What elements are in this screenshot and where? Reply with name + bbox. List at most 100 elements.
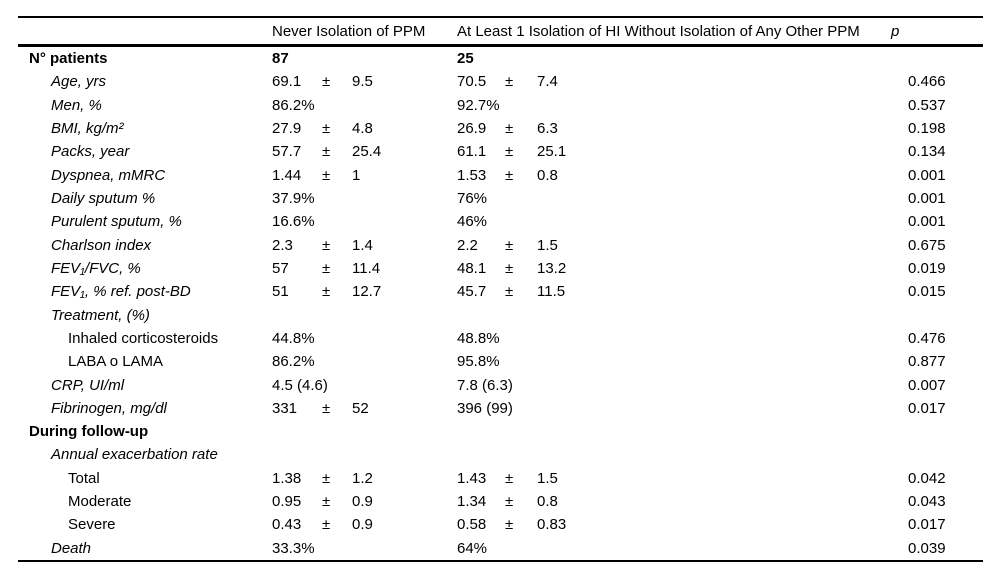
group1-value-cell: 86.2% xyxy=(272,97,457,114)
row-label: Inhaled corticosteroids xyxy=(68,329,219,347)
table-row: Men, % 86.2% 92.7% 0.537 xyxy=(18,94,983,117)
group2-value-cell: 1.43 ± 1.5 xyxy=(457,470,908,487)
row-label: CRP, UI/ml xyxy=(51,376,125,394)
plus-minus-sign: ± xyxy=(505,143,514,161)
group2-sd-value: 1.5 xyxy=(537,236,558,254)
group1-value-cell: 57.7 ± 25.4 xyxy=(272,143,457,160)
plus-minus-sign xyxy=(505,400,537,417)
row-label: Annual exacerbation rate xyxy=(51,446,218,464)
column-header-at-least-1-isolation: At Least 1 Isolation of HI Without Isola… xyxy=(457,22,860,40)
p-value: 0.476 xyxy=(908,329,946,347)
group2-value-cell: 26.9 ± 6.3 xyxy=(457,120,908,137)
table-header-rule xyxy=(18,44,983,47)
plus-minus-sign xyxy=(322,377,352,394)
group2-value: 48.1 xyxy=(457,259,487,277)
group1-sd-value: 1.4 xyxy=(352,236,373,254)
group2-value-cell: 1.34 ± 0.8 xyxy=(457,493,908,510)
plus-minus-sign: ± xyxy=(322,236,331,254)
group1-value-cell: 1.44 ± 1 xyxy=(272,167,457,184)
group1-sd-value: 0.9 xyxy=(352,493,373,511)
group2-value-cell: 45.7 ± 11.5 xyxy=(457,283,908,300)
group2-value: 396 (99) xyxy=(457,399,513,417)
group2-sd-value: 0.8 xyxy=(537,166,558,184)
group1-value: 0.43 xyxy=(272,516,302,534)
paper-table: Never Isolation of PPM At Least 1 Isolat… xyxy=(18,16,983,562)
table-row: CRP, UI/ml 4.5 (4.6) 7.8 (6.3) 0.007 xyxy=(18,373,983,396)
row-label: During follow-up xyxy=(29,423,149,441)
group1-value: 33.3% xyxy=(272,539,315,557)
group1-value: 1.44 xyxy=(272,166,302,184)
group1-sd-value: 1 xyxy=(352,166,361,184)
group1-value: 44.8% xyxy=(272,329,315,347)
table-row: BMI, kg/m² 27.9 ± 4.8 26.9 ± 6.3 0.198 xyxy=(18,117,983,140)
plus-minus-sign: ± xyxy=(505,516,514,534)
plus-minus-sign: ± xyxy=(322,73,331,91)
row-label: N° patients xyxy=(29,50,108,68)
group1-value: 69.1 xyxy=(272,73,302,91)
row-label: Fibrinogen, mg/dl xyxy=(51,399,167,417)
group2-value: 76% xyxy=(457,190,488,208)
group1-sd-value: 1.2 xyxy=(352,469,373,487)
group2-value-cell: 396 (99) xyxy=(457,400,908,417)
table-row: Death 33.3% 64% 0.039 xyxy=(18,537,983,560)
row-label: Age, yrs xyxy=(51,73,107,91)
plus-minus-sign xyxy=(322,213,352,230)
group1-value: 27.9 xyxy=(272,120,302,138)
table-row: Severe 0.43 ± 0.9 0.58 ± 0.83 0.017 xyxy=(18,513,983,536)
table-row: Charlson index 2.3 ± 1.4 2.2 ± 1.5 0.675 xyxy=(18,234,983,257)
group1-value: 1.38 xyxy=(272,469,302,487)
plus-minus-sign xyxy=(322,97,352,114)
group2-value-cell: 2.2 ± 1.5 xyxy=(457,237,908,254)
group2-value-cell: 7.8 (6.3) xyxy=(457,377,908,394)
p-value: 0.001 xyxy=(908,190,946,208)
p-value: 0.675 xyxy=(908,236,946,254)
group2-value-cell: 70.5 ± 7.4 xyxy=(457,73,908,90)
group2-value: 45.7 xyxy=(457,283,487,301)
group1-value: 86.2% xyxy=(272,96,315,114)
group1-value-cell: 51 ± 12.7 xyxy=(272,283,457,300)
table-row: Purulent sputum, % 16.6% 46% 0.001 xyxy=(18,210,983,233)
group1-value-cell: 27.9 ± 4.8 xyxy=(272,120,457,137)
row-label: Death xyxy=(51,539,92,557)
group1-value: 16.6% xyxy=(272,213,315,231)
group2-value-cell: 64% xyxy=(457,540,908,557)
table-row: Total 1.38 ± 1.2 1.43 ± 1.5 0.042 xyxy=(18,467,983,490)
plus-minus-sign xyxy=(505,540,537,557)
p-value: 0.039 xyxy=(908,539,946,557)
table-body: N° patients 87 25 Age, yrs 69.1 ± 9.5 70… xyxy=(18,47,983,560)
group2-value: 1.34 xyxy=(457,493,487,511)
table-header-row: Never Isolation of PPM At Least 1 Isolat… xyxy=(18,18,983,44)
row-label: Daily sputum % xyxy=(51,190,156,208)
group1-value: 0.95 xyxy=(272,493,302,511)
group1-value: 57.7 xyxy=(272,143,302,161)
group1-value: 37.9% xyxy=(272,190,315,208)
plus-minus-sign: ± xyxy=(505,73,514,91)
group1-value-cell: 69.1 ± 9.5 xyxy=(272,73,457,90)
group2-sd-value: 13.2 xyxy=(537,259,567,277)
group1-sd-value: 4.8 xyxy=(352,120,373,138)
table-row: FEV₁/FVC, % 57 ± 11.4 48.1 ± 13.2 0.019 xyxy=(18,257,983,280)
p-value: 0.001 xyxy=(908,213,946,231)
group2-value-cell: 25 xyxy=(457,50,908,67)
group2-sd-value: 6.3 xyxy=(537,120,558,138)
group1-value-cell: 2.3 ± 1.4 xyxy=(272,237,457,254)
table-row: Treatment, (%) xyxy=(18,303,983,326)
group1-value-cell: 0.43 ± 0.9 xyxy=(272,516,457,533)
group1-sd-value: 0.9 xyxy=(352,516,373,534)
p-value: 0.134 xyxy=(908,143,946,161)
plus-minus-sign: ± xyxy=(505,493,514,511)
column-header-p: p xyxy=(891,22,900,40)
group1-value-cell: 1.38 ± 1.2 xyxy=(272,470,457,487)
group1-value-cell: 0.95 ± 0.9 xyxy=(272,493,457,510)
row-label: Purulent sputum, % xyxy=(51,213,182,231)
plus-minus-sign: ± xyxy=(322,259,331,277)
group2-sd-value: 11.5 xyxy=(537,283,566,301)
group2-value: 64% xyxy=(457,539,488,557)
group2-value-cell: 92.7% xyxy=(457,97,908,114)
group2-value-cell: 1.53 ± 0.8 xyxy=(457,167,908,184)
plus-minus-sign: ± xyxy=(322,399,331,417)
group2-value: 25 xyxy=(457,50,474,68)
column-header-never-isolation: Never Isolation of PPM xyxy=(272,22,426,40)
group1-sd-value: 12.7 xyxy=(352,283,382,301)
group1-value: 331 xyxy=(272,399,298,417)
